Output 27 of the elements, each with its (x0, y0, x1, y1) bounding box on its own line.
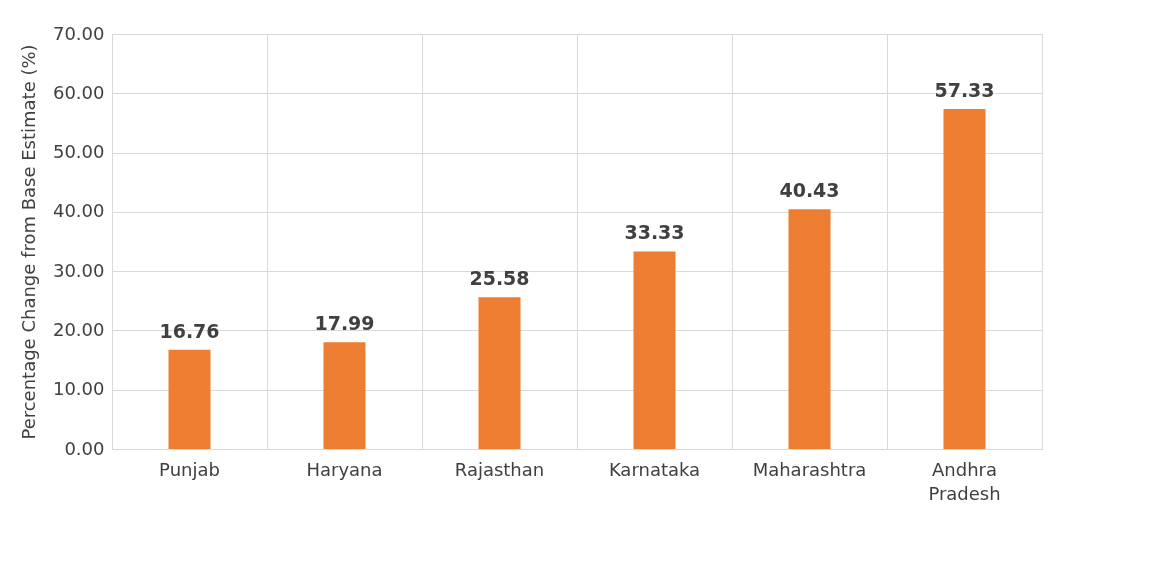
y-tick-label: 50.00 (52, 141, 105, 163)
bar (788, 209, 831, 449)
x-tick-label: Andhra Pradesh (928, 458, 1001, 504)
y-tick-label: 70.00 (52, 22, 105, 44)
y-tick-label: 20.00 (52, 318, 105, 340)
x-tick-label: Karnataka (608, 458, 701, 480)
bar (943, 109, 986, 449)
bar (478, 297, 521, 449)
bar (633, 251, 676, 449)
data-label: 40.43 (779, 179, 840, 202)
data-label: 17.99 (314, 312, 375, 335)
data-label: 25.58 (469, 267, 530, 290)
y-tick-label: 0.00 (64, 437, 105, 459)
y-axis-title: Percentage Change from Base Estimate (%) (17, 44, 39, 440)
bar (323, 342, 366, 449)
x-tick-label: Haryana (306, 458, 383, 480)
y-tick-label: 40.00 (52, 200, 105, 222)
bar (168, 349, 211, 449)
data-label: 57.33 (934, 79, 995, 102)
y-tick-label: 10.00 (52, 378, 105, 400)
x-tick-label: Punjab (159, 458, 220, 480)
y-tick-label: 30.00 (52, 259, 105, 281)
data-label: 33.33 (624, 221, 685, 244)
y-tick-label: 60.00 (52, 81, 105, 103)
x-tick-label: Rajasthan (454, 458, 545, 480)
data-label: 16.76 (159, 319, 220, 342)
x-tick-label: Maharashtra (752, 458, 867, 480)
